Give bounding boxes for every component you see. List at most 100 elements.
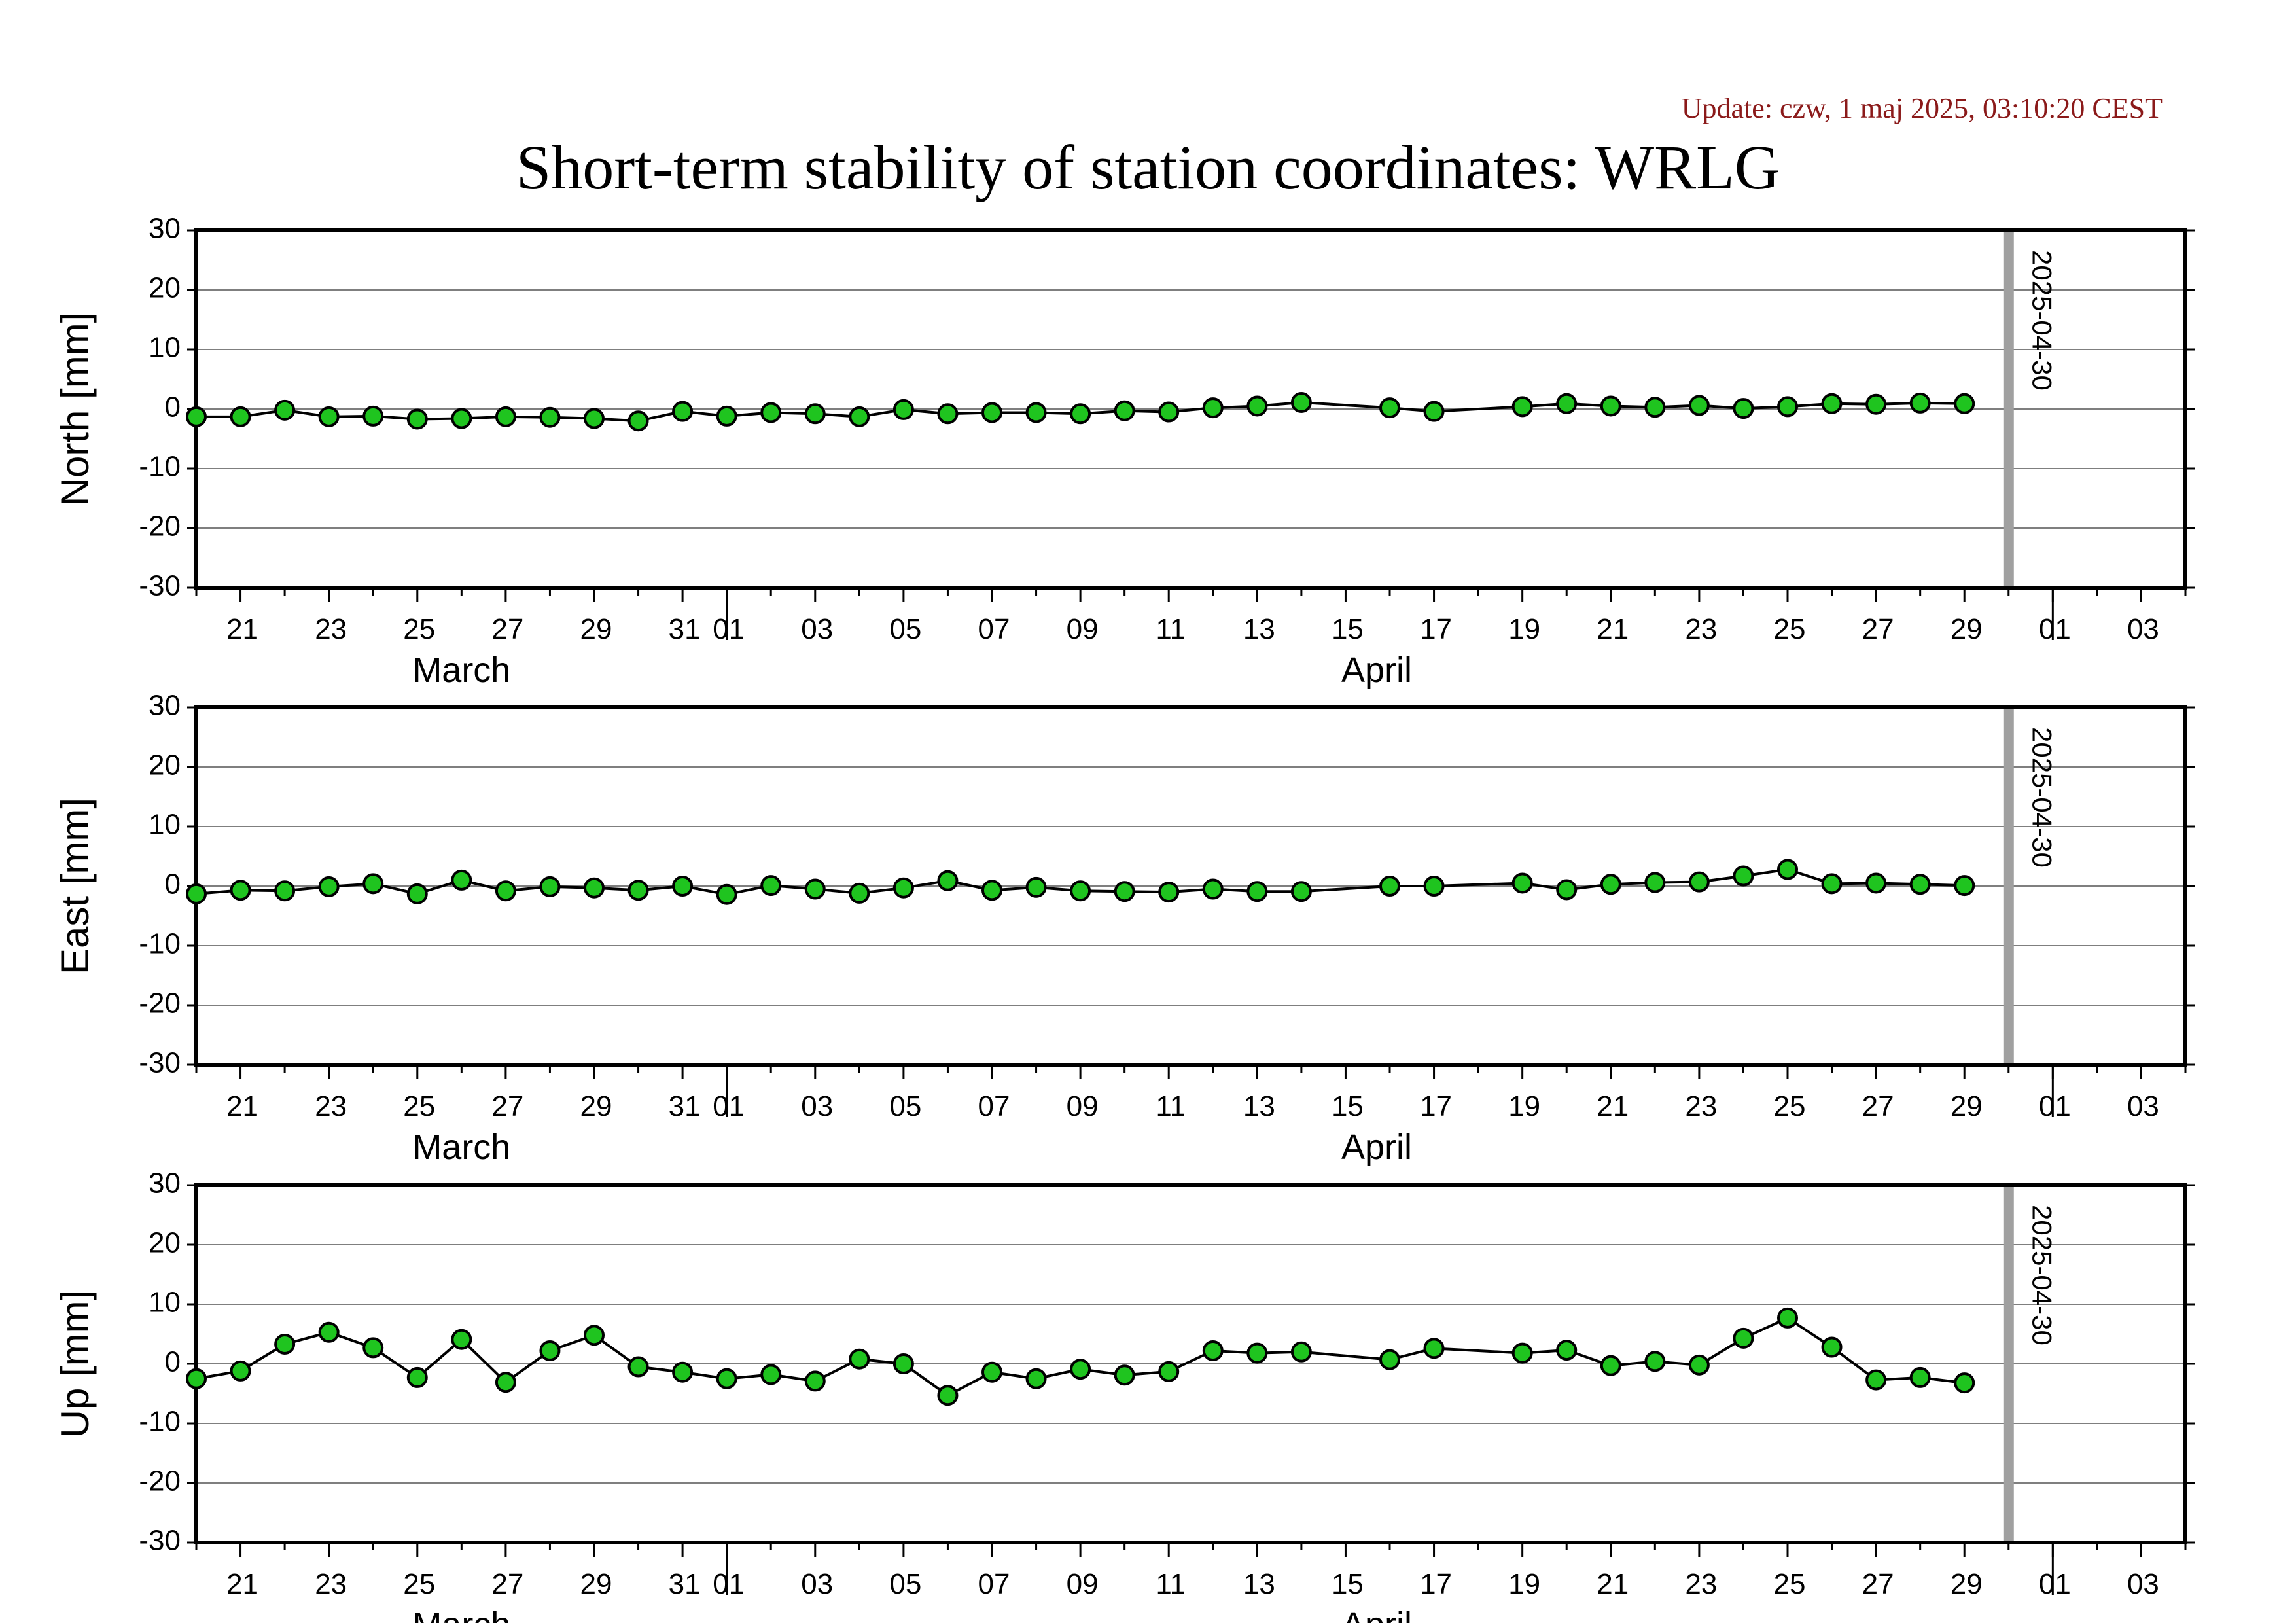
update-timestamp: Update: czw, 1 maj 2025, 03:10:20 CEST <box>1681 92 2163 124</box>
date-marker-label: 2025-04-30 <box>2027 727 2058 868</box>
y-tick-label: -10 <box>139 928 181 960</box>
data-point <box>1511 1342 1533 1364</box>
x-tick-label: 29 <box>580 1568 612 1600</box>
data-point <box>1644 872 1666 893</box>
x-tick-label: 29 <box>1951 1090 1983 1122</box>
x-tick-label: 31 <box>669 1090 701 1122</box>
x-tick-label: 27 <box>1862 1090 1894 1122</box>
data-point <box>1865 393 1887 415</box>
x-tick-label: 25 <box>1774 613 1806 645</box>
x-tick-label: 01 <box>713 1568 745 1600</box>
chart-panel-2: 2025-04-30 30 20 10 0 -10 -20 -30 East [mm] 21 23 2… <box>53 690 2195 1167</box>
x-tick-label: 27 <box>1862 1568 1894 1600</box>
data-point <box>1379 397 1400 419</box>
data-point <box>1511 872 1533 894</box>
y-tick-label: 30 <box>149 213 181 245</box>
x-tick-label: 01 <box>2039 1090 2071 1122</box>
x-tick-label: 27 <box>1862 613 1894 645</box>
data-point <box>274 1333 296 1355</box>
data-point <box>584 408 605 429</box>
data-point <box>1070 880 1091 902</box>
data-point <box>1865 872 1887 894</box>
data-point <box>451 1329 472 1350</box>
x-tick-label: 01 <box>713 613 745 645</box>
y-tick-label: 20 <box>149 1227 181 1259</box>
data-point <box>362 1337 384 1359</box>
x-tick-label: 29 <box>1951 1568 1983 1600</box>
x-tick-label: 23 <box>1685 613 1717 645</box>
data-point <box>804 403 826 425</box>
data-point <box>1158 882 1180 903</box>
data-point <box>1909 874 1931 895</box>
x-tick-label: 05 <box>889 1090 921 1122</box>
data-point <box>1821 1336 1843 1358</box>
data-point <box>1600 874 1621 895</box>
x-tick-label: 13 <box>1243 1090 1275 1122</box>
data-point <box>406 883 428 904</box>
data-point <box>1688 395 1710 416</box>
x-tick-label: 25 <box>1774 1568 1806 1600</box>
data-point <box>1954 875 1975 897</box>
data-point <box>495 406 516 427</box>
data-point <box>230 406 251 427</box>
y-tick-label: 30 <box>149 1168 181 1200</box>
x-tick-label: 05 <box>889 1568 921 1600</box>
data-point <box>1290 391 1312 413</box>
x-tick-label: 13 <box>1243 613 1275 645</box>
y-tick-label: 10 <box>149 809 181 841</box>
data-point <box>539 876 561 897</box>
data-point <box>716 405 737 427</box>
y-tick-label: 20 <box>149 749 181 781</box>
data-point <box>406 1366 428 1388</box>
x-tick-label: 25 <box>403 1090 435 1122</box>
month-label: March <box>412 651 510 690</box>
data-point <box>627 1356 649 1378</box>
x-tick-label: 21 <box>1597 613 1629 645</box>
x-tick-label: 15 <box>1332 1568 1364 1600</box>
data-point <box>1202 878 1224 900</box>
y-axis-label: Up [mm] <box>53 1290 97 1438</box>
data-point <box>495 880 516 902</box>
data-point <box>981 402 1002 423</box>
y-tick-label: -20 <box>139 988 181 1020</box>
data-point <box>849 882 870 904</box>
y-tick-label: -20 <box>139 1465 181 1497</box>
x-tick-label: 23 <box>1685 1090 1717 1122</box>
chart-panel-1: 2025-04-30 30 20 10 0 -10 -20 -30 North [mm] 21 23… <box>53 213 2195 690</box>
x-tick-label: 03 <box>801 613 833 645</box>
data-point <box>1777 396 1798 418</box>
x-tick-label: 07 <box>978 1090 1010 1122</box>
data-point <box>318 406 340 427</box>
data-point <box>1379 1349 1400 1370</box>
data-point <box>937 1385 959 1406</box>
data-point <box>1733 1327 1754 1349</box>
data-point <box>230 1360 251 1382</box>
x-tick-label: 11 <box>1156 1568 1186 1600</box>
data-point <box>1556 1340 1578 1361</box>
data-point <box>1644 1351 1666 1372</box>
chart-panel-3: 2025-04-30 30 20 10 0 -10 -20 -30 Up [mm] 21 23 25 2… <box>53 1168 2195 1623</box>
month-label: April <box>1341 1128 1412 1167</box>
data-point <box>584 877 605 899</box>
data-point <box>1909 392 1931 414</box>
data-point <box>1025 876 1047 898</box>
data-point <box>672 401 694 422</box>
data-point <box>1954 393 1975 414</box>
y-tick-label: -20 <box>139 510 181 543</box>
data-point <box>495 1372 516 1393</box>
x-tick-label: 17 <box>1420 1090 1452 1122</box>
x-tick-label: 01 <box>713 1090 745 1122</box>
x-tick-label: 21 <box>226 613 258 645</box>
data-point <box>1246 881 1268 902</box>
y-tick-label: 30 <box>149 690 181 722</box>
x-tick-label: 05 <box>889 613 921 645</box>
x-tick-label: 09 <box>1067 1090 1099 1122</box>
x-tick-label: 23 <box>1685 1568 1717 1600</box>
x-tick-label: 01 <box>2039 1568 2071 1600</box>
data-point <box>230 880 251 901</box>
data-point <box>1025 1368 1047 1389</box>
data-point <box>1423 1338 1445 1359</box>
data-point <box>672 876 694 897</box>
x-tick-label: 15 <box>1332 1090 1364 1122</box>
data-point <box>318 1321 340 1343</box>
